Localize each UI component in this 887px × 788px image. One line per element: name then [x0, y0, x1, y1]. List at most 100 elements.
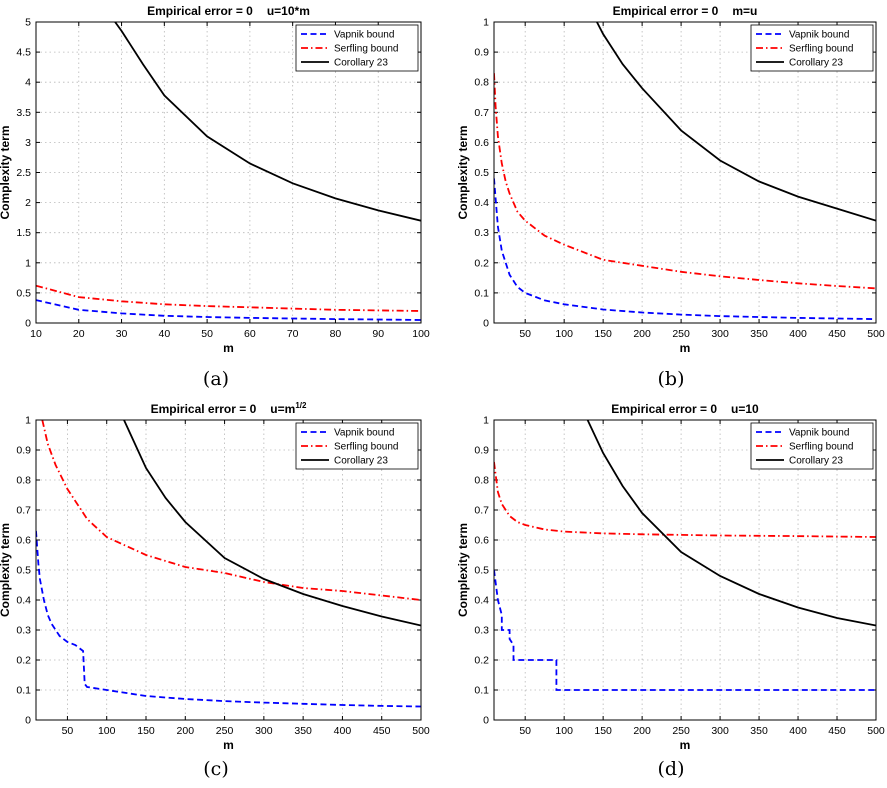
series-line-2	[494, 73, 876, 290]
plot-frame	[493, 419, 877, 721]
x-tick-label: 50	[62, 725, 74, 737]
chart-panel-3: 50 100 150 200 250 300 350 400 450 500 0 0.1 0.2 0.3 0…	[0, 401, 430, 780]
y-tick-label: 0	[483, 318, 489, 330]
legend-label: Corollary 23	[334, 456, 388, 467]
x-tick-label: 100	[555, 328, 573, 340]
panel-caption: (c)	[203, 758, 228, 780]
x-tick-label: 300	[711, 725, 729, 737]
x-tick-label: 250	[216, 725, 234, 737]
series-line-1	[36, 530, 421, 708]
x-tick-label: 250	[672, 725, 690, 737]
x-tick-label: 200	[177, 725, 195, 737]
y-tick-label: 0.3	[16, 625, 31, 637]
x-axis-label: m	[223, 341, 234, 355]
y-tick-label: 0.8	[474, 77, 489, 89]
x-tick-label: 30	[116, 328, 128, 340]
x-tick-label: 500	[867, 725, 885, 737]
series-line-1	[36, 299, 421, 321]
y-tick-label: 0.3	[474, 227, 489, 239]
y-tick-label: 0.2	[16, 655, 31, 667]
y-tick-label: 0.5	[16, 287, 31, 299]
x-tick-label: 60	[244, 328, 256, 340]
legend: Vapnik bound Serfling bound Corollary 23	[750, 24, 874, 72]
x-tick-label: 200	[633, 725, 651, 737]
x-tick-label: 500	[867, 328, 885, 340]
x-tick-label: 450	[828, 328, 846, 340]
legend-label: Vapnik bound	[789, 30, 849, 41]
x-tick-label: 90	[372, 328, 384, 340]
x-tick-label: 100	[98, 725, 116, 737]
legend-label: Serfling bound	[334, 44, 399, 55]
legend-label: Serfling bound	[334, 442, 399, 453]
x-tick-label: 400	[789, 328, 807, 340]
legend-label: Corollary 23	[789, 456, 843, 467]
y-tick-label: 0.8	[16, 475, 31, 487]
x-tick-label: 350	[750, 725, 768, 737]
y-tick-label: 4.5	[16, 47, 31, 59]
y-tick-label: 0.4	[474, 595, 489, 607]
series-line-2	[36, 284, 421, 312]
series-line-1	[494, 569, 876, 691]
x-tick-label: 20	[73, 328, 85, 340]
series-line-3	[114, 22, 421, 222]
y-tick-label: 2	[25, 197, 31, 209]
x-tick-label: 80	[330, 328, 342, 340]
y-tick-label: 5	[25, 17, 31, 29]
y-tick-label: 0.6	[474, 137, 489, 149]
y-tick-label: 0.9	[474, 445, 489, 457]
y-tick-label: 0.5	[474, 565, 489, 577]
y-tick-label: 1	[25, 415, 31, 427]
x-tick-label: 400	[334, 725, 352, 737]
chart-panel-1: 10 20 30 40 50 60 70 80 90 100 0 0.5 1 1.5 2 2.5 3 3.5 4 4.…	[0, 4, 430, 390]
y-tick-label: 0.8	[474, 475, 489, 487]
y-tick-label: 0.7	[474, 505, 489, 517]
legend-label: Vapnik bound	[334, 30, 394, 41]
x-tick-label: 100	[555, 725, 573, 737]
y-tick-label: 0	[25, 715, 31, 727]
x-tick-label: 50	[519, 725, 531, 737]
y-tick-label: 1	[25, 257, 31, 269]
y-tick-label: 0.2	[474, 257, 489, 269]
x-tick-label: 450	[373, 725, 391, 737]
y-tick-label: 1.5	[16, 227, 31, 239]
y-tick-label: 1	[483, 17, 489, 29]
series-line-3	[123, 420, 421, 627]
x-tick-label: 500	[412, 725, 430, 737]
y-tick-label: 0.4	[474, 197, 489, 209]
x-tick-label: 50	[519, 328, 531, 340]
x-tick-label: 200	[633, 328, 651, 340]
series-line-3	[586, 420, 876, 627]
series-line-2	[41, 420, 421, 601]
plot-frame	[493, 21, 877, 324]
x-tick-label: 150	[594, 328, 612, 340]
legend-label: Corollary 23	[789, 58, 843, 69]
y-tick-label: 0.9	[474, 47, 489, 59]
y-tick-label: 0.7	[16, 505, 31, 517]
y-tick-label: 4	[25, 77, 31, 89]
x-tick-label: 350	[750, 328, 768, 340]
chart-panel-4: 50 100 150 200 250 300 350 400 450 500 0 0.1 0.2 0.3 0…	[456, 402, 885, 780]
legend: Vapnik bound Serfling bound Corollary 23	[295, 24, 419, 72]
y-axis-label: Complexity term	[0, 125, 12, 219]
y-tick-label: 0.6	[16, 535, 31, 547]
x-tick-label: 150	[137, 725, 155, 737]
y-tick-label: 3	[25, 137, 31, 149]
x-axis-label: m	[680, 738, 691, 752]
legend-label: Corollary 23	[334, 58, 388, 69]
y-tick-label: 0.4	[16, 595, 31, 607]
plot-frame	[35, 21, 422, 324]
y-tick-label: 0.3	[474, 625, 489, 637]
x-tick-label: 150	[594, 725, 612, 737]
x-tick-label: 300	[711, 328, 729, 340]
legend-label: Serfling bound	[789, 44, 854, 55]
legend: Vapnik bound Serfling bound Corollary 23	[750, 422, 874, 470]
x-axis-label: m	[223, 738, 234, 752]
y-axis-label: Complexity term	[0, 523, 12, 617]
y-tick-label: 0.6	[474, 535, 489, 547]
plot-frame	[35, 419, 422, 721]
y-axis-label: Complexity term	[456, 523, 470, 617]
chart-title: Empirical error = 0 u=10	[611, 402, 759, 416]
y-tick-label: 0.2	[474, 655, 489, 667]
y-tick-label: 0	[25, 318, 31, 330]
